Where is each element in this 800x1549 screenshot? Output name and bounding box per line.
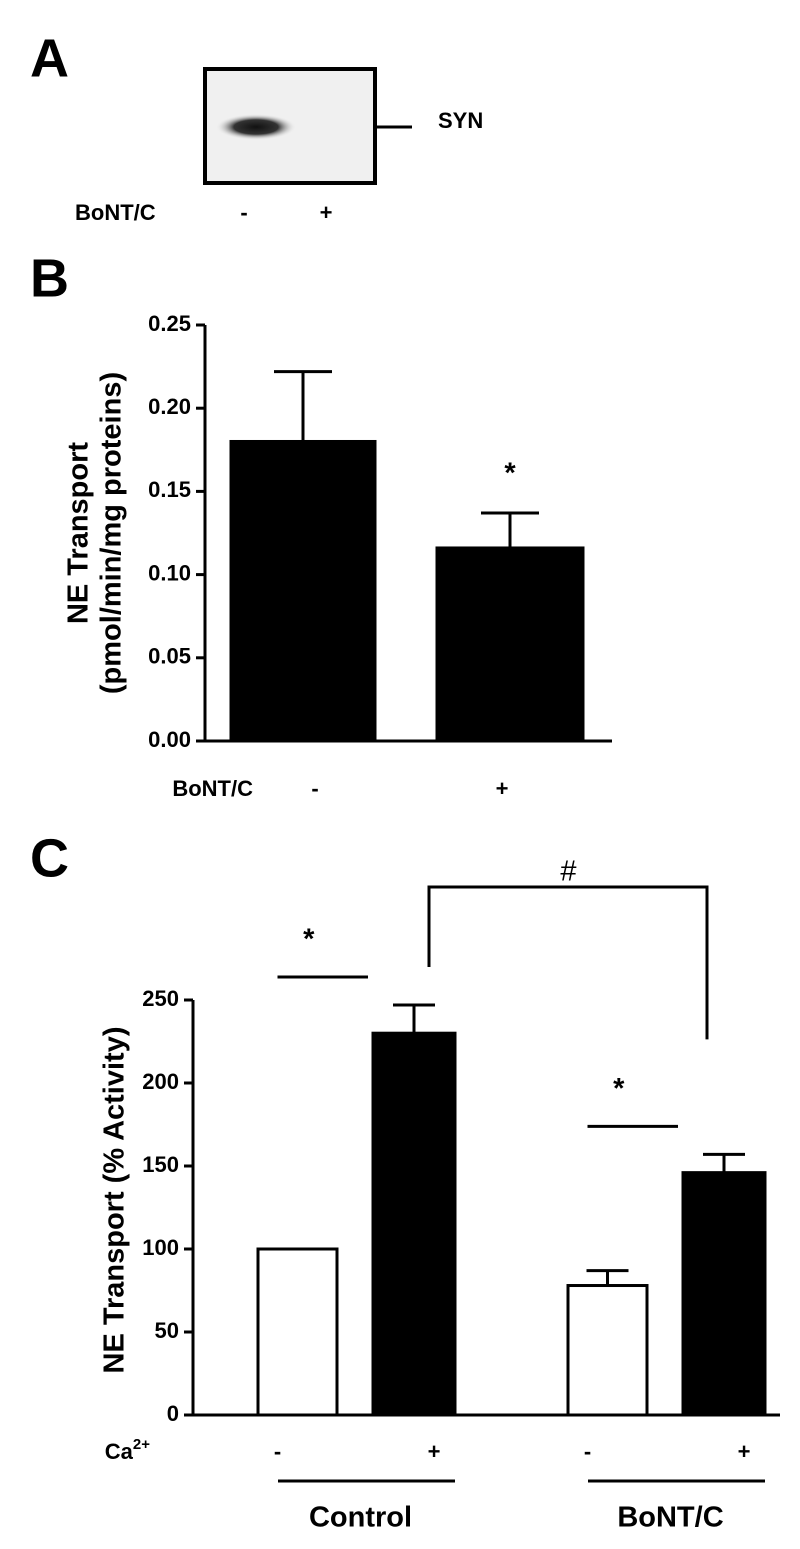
group-label: Control [309,1502,412,1534]
bar [229,439,377,743]
x-tick-label: - [274,1439,281,1464]
y-tick-label: 150 [142,1152,179,1177]
y-tick-label: 0 [167,1401,179,1426]
bar-chart: C NE Transport (% Activity) 0 50 100 150 200 25… [30,828,780,1534]
row-label-text: Ca [105,1439,134,1464]
panel-label: B [30,248,69,308]
panel-a: A SYN BoNT/C - + [30,28,483,225]
x-tick-label: + [738,1439,751,1464]
y-tick-label: 250 [142,986,179,1011]
comparison-bracket [427,885,709,1040]
y-tick-label: 50 [155,1318,179,1343]
y-tick-label: 0.00 [148,727,191,752]
lane-label: + [320,200,333,225]
x-tick-label: + [496,776,509,801]
bar [566,1284,649,1417]
y-tick-label: 0.20 [148,394,191,419]
treatment-label: BoNT/C [75,200,156,225]
row-label: BoNT/C [172,776,253,801]
lane-label: - [240,200,247,225]
bar-chart: B NE Transport (pmol/min/mg proteins) 0.00 0… [30,248,612,801]
bar [681,1171,767,1417]
comparison-label: * [303,924,315,956]
y-tick-label: 0.10 [148,560,191,585]
x-tick-label: - [584,1439,591,1464]
y-tick-label: 0.25 [148,311,191,336]
significance-mark: * [504,458,516,490]
bar [435,546,585,743]
panel-label: A [30,28,69,88]
y-tick-label: 100 [142,1235,179,1260]
y-tick-label: 0.15 [148,477,191,502]
panel-label: C [30,828,69,888]
y-axis-label: NE Transport (% Activity) [99,1027,131,1374]
row-label: Ca2+ [105,1436,150,1464]
x-tick-label: - [311,776,318,801]
comparison-label: * [613,1073,625,1105]
y-axis-label: (pmol/min/mg proteins) [96,372,128,694]
x-tick-label: + [428,1439,441,1464]
y-tick-label: 0.05 [148,644,191,669]
group-label: BoNT/C [617,1502,723,1534]
y-axis-label: NE Transport [63,442,95,624]
row-label-sup: 2+ [133,1436,150,1453]
band-label: SYN [438,108,483,133]
blot-band [216,114,296,140]
comparison-label: # [560,856,576,888]
bar [371,1031,457,1417]
bar [256,1247,339,1417]
y-tick-label: 200 [142,1069,179,1094]
